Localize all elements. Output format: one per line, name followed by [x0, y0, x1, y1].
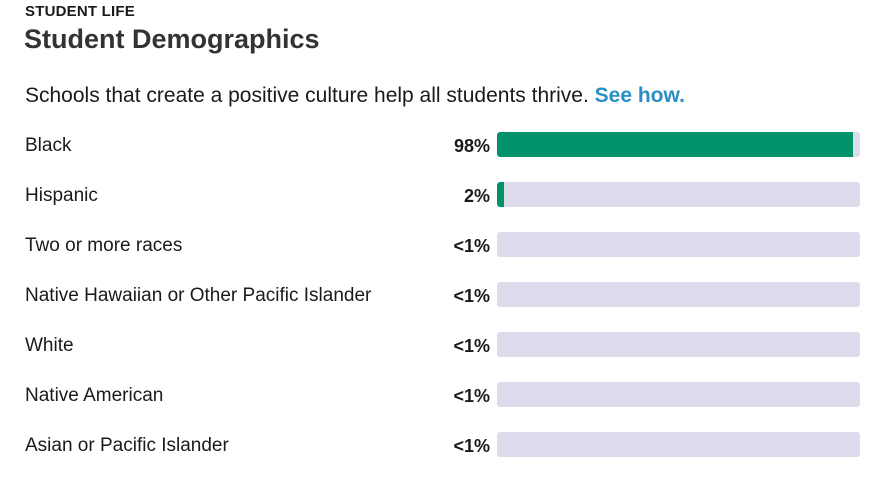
- demographic-label: Hispanic: [25, 185, 98, 206]
- demographic-value: <1%: [453, 286, 490, 306]
- demographic-row: Two or more races <1%: [25, 222, 860, 272]
- demographic-value: <1%: [453, 436, 490, 456]
- demographic-bar-track: [497, 332, 860, 357]
- demographic-bar-track: [497, 132, 860, 157]
- intro-text: Schools that create a positive culture h…: [25, 84, 589, 107]
- demographic-label: White: [25, 335, 74, 356]
- demographic-row: Native Hawaiian or Other Pacific Islande…: [25, 272, 860, 322]
- demographic-value: 98%: [453, 136, 490, 156]
- demographic-row: Asian or Pacific Islander <1%: [25, 422, 860, 472]
- demographic-bar-fill: [497, 132, 853, 157]
- demographic-bar-track: [497, 182, 860, 207]
- demographic-row: Black 98%: [25, 122, 860, 172]
- demographic-value: <1%: [453, 386, 490, 406]
- demographic-bar-track: [497, 432, 860, 457]
- demographic-label: Black: [25, 135, 72, 156]
- demographics-list: Black 98% Hispanic 2% Two or more races …: [25, 122, 860, 472]
- demographic-label: Native Hawaiian or Other Pacific Islande…: [25, 285, 372, 306]
- demographic-bar-track: [497, 282, 860, 307]
- demographic-value: 2%: [463, 186, 490, 206]
- see-how-link[interactable]: See how.: [594, 84, 685, 107]
- intro-paragraph: Schools that create a positive culture h…: [25, 84, 685, 108]
- demographic-label: Native American: [25, 385, 164, 406]
- demographic-bar-track: [497, 382, 860, 407]
- demographic-bar-fill: [497, 182, 505, 207]
- demographic-bar-track: [497, 232, 860, 257]
- demographic-row: White <1%: [25, 322, 860, 372]
- demographic-value: <1%: [453, 336, 490, 356]
- demographic-row: Native American <1%: [25, 372, 860, 422]
- demographic-value: <1%: [453, 236, 490, 256]
- demographic-label: Two or more races: [25, 235, 183, 256]
- demographic-label: Asian or Pacific Islander: [25, 435, 229, 456]
- demographic-row: Hispanic 2%: [25, 172, 860, 222]
- section-eyebrow: STUDENT LIFE: [25, 3, 135, 20]
- section-title: Student Demographics: [24, 24, 320, 54]
